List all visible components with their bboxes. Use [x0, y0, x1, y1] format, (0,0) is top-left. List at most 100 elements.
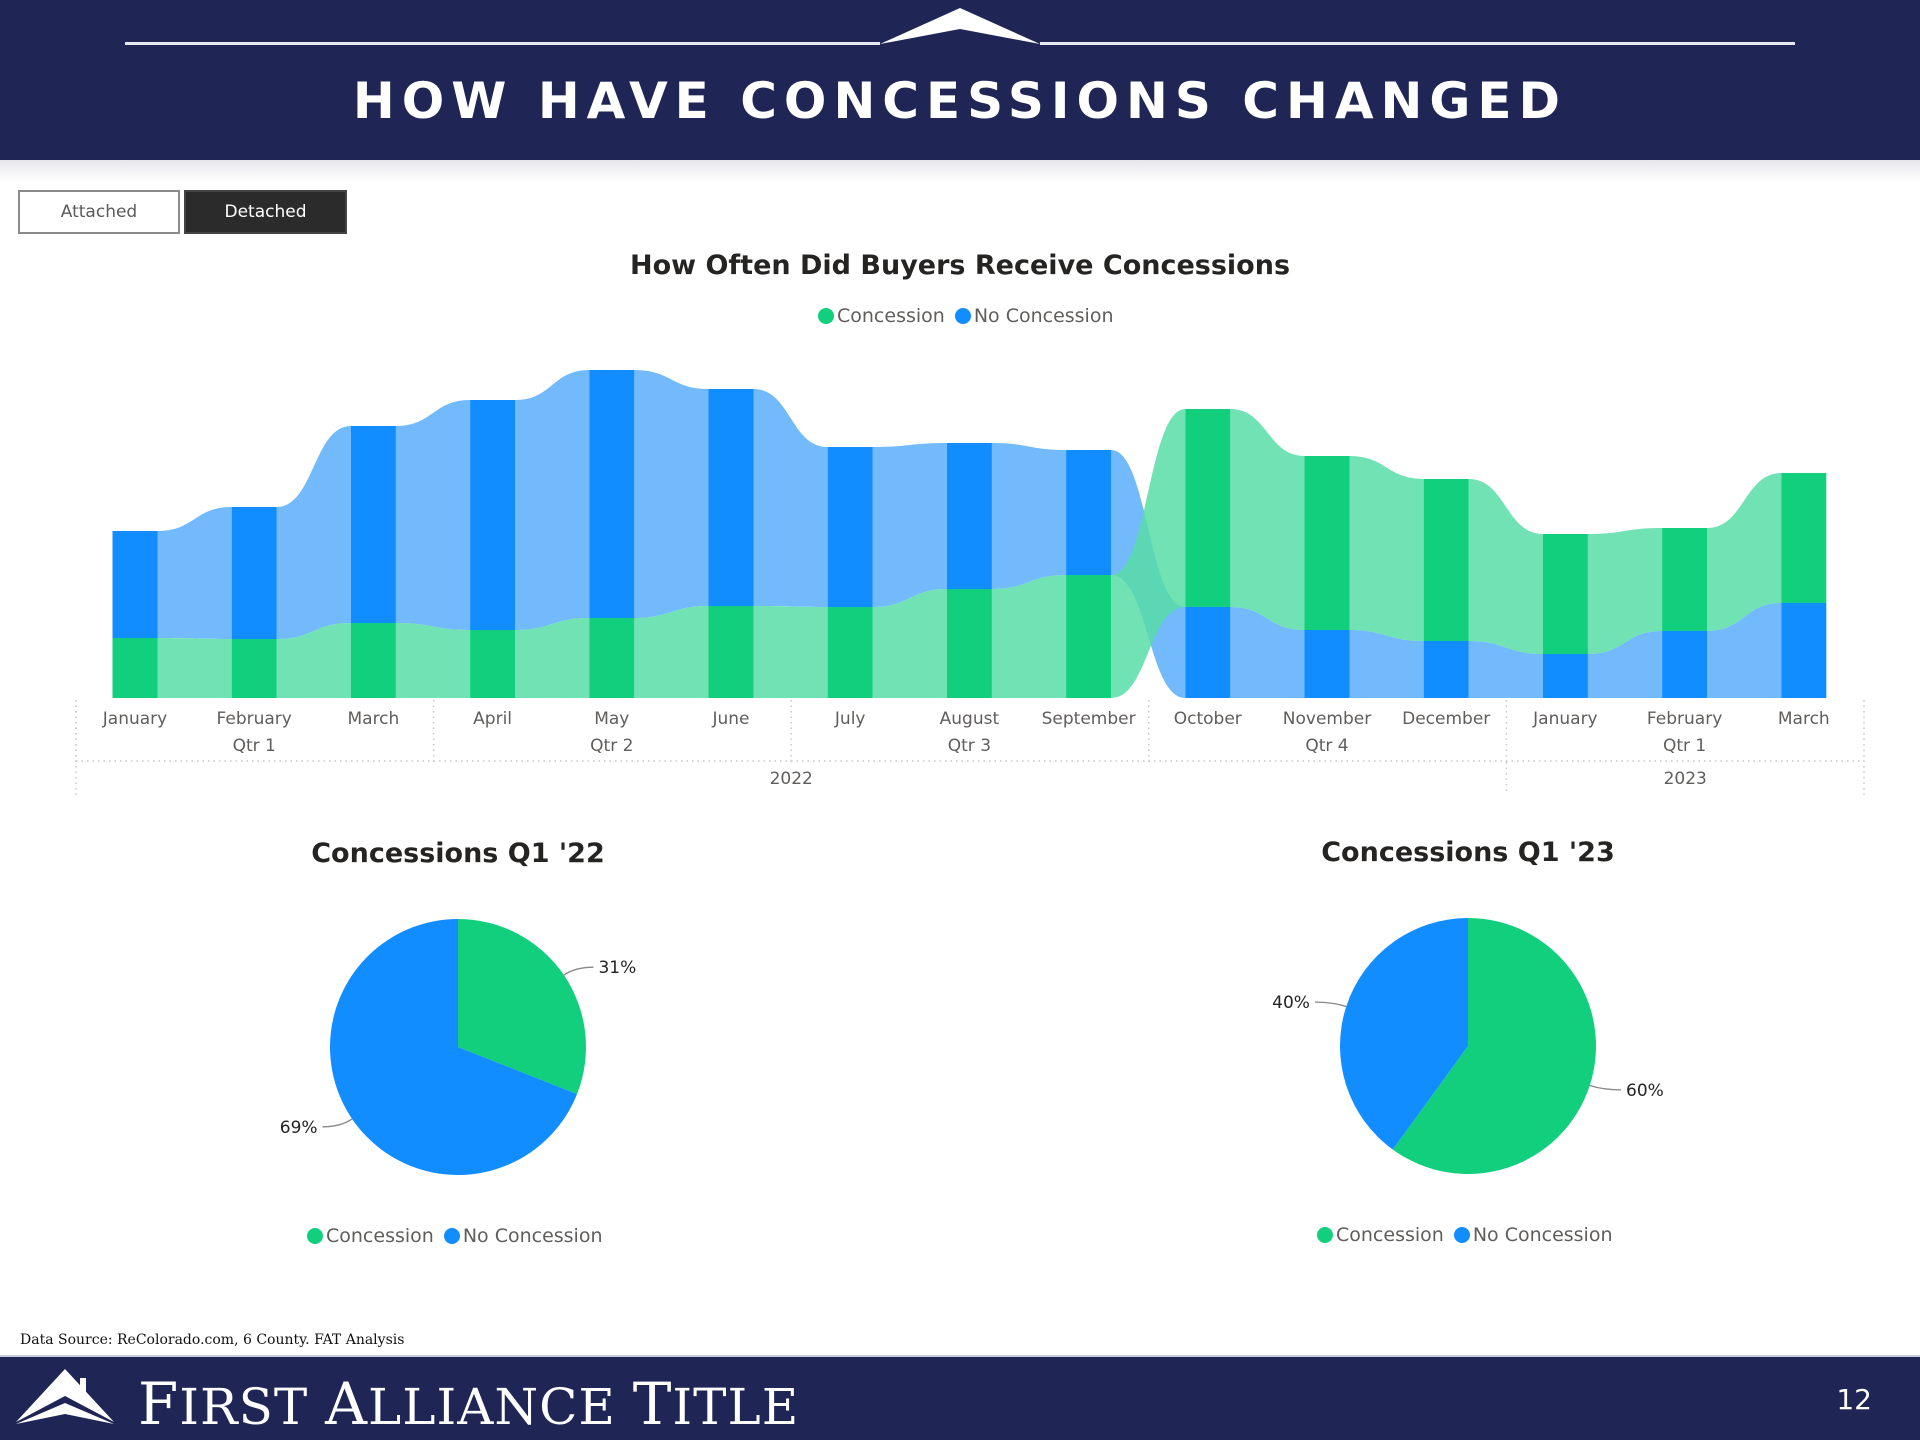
- detached-button[interactable]: Detached: [184, 190, 347, 234]
- x-tick-month: January: [102, 709, 167, 729]
- legend-item-concession[interactable]: Concession: [818, 305, 945, 327]
- ribbon-concession: [276, 623, 351, 698]
- bar-no-concession[interactable]: [827, 447, 873, 607]
- x-tick-quarter: Qtr 3: [948, 736, 991, 756]
- header-rule-left: [125, 42, 880, 45]
- legend-item-no-concession[interactable]: No Concession: [954, 305, 1114, 327]
- pie-chart-q1-23: 60% 40%: [1272, 918, 1664, 1174]
- pie-chart-q1-22: 31% 69%: [280, 919, 636, 1175]
- pie-leader-line: [563, 966, 594, 976]
- x-tick-year: 2023: [1664, 769, 1707, 789]
- bar-concession[interactable]: [231, 639, 277, 698]
- bar-concession[interactable]: [1304, 456, 1350, 630]
- ribbon-no-concession: [991, 443, 1067, 589]
- ribbon-concession: [872, 589, 947, 698]
- ribbon-concession: [515, 618, 590, 698]
- ribbon-no-concession: [1468, 641, 1543, 698]
- pie-slice-no-concession[interactable]: [329, 919, 578, 1175]
- pie-leader-line: [1314, 1001, 1347, 1008]
- bar-no-concession[interactable]: [1781, 603, 1827, 698]
- pie-q1-22-title: Concessions Q1 '22: [311, 838, 605, 869]
- bar-concession[interactable]: [946, 589, 992, 698]
- bar-no-concession[interactable]: [112, 531, 158, 638]
- x-tick-month: September: [1042, 709, 1136, 729]
- ribbon-no-concession: [1587, 631, 1663, 698]
- x-tick-month: October: [1174, 709, 1242, 729]
- legend-item-concession[interactable]: Concession: [1317, 1224, 1444, 1246]
- company-name: FIRST ALLIANCE TITLE: [138, 1370, 799, 1438]
- ribbon-no-concession: [872, 443, 947, 607]
- legend-dot-concession-icon: [1317, 1227, 1333, 1243]
- page-title: HOW HAVE CONCESSIONS CHANGED: [352, 72, 1568, 130]
- bar-concession[interactable]: [1781, 473, 1827, 603]
- bar-concession[interactable]: [1185, 409, 1231, 607]
- bar-no-concession[interactable]: [1542, 654, 1588, 698]
- bar-concession[interactable]: [112, 638, 158, 698]
- bar-concession[interactable]: [350, 623, 396, 698]
- company-logo-icon: [16, 1369, 114, 1424]
- bar-no-concession[interactable]: [1066, 450, 1112, 575]
- legend-dot-concession-icon: [307, 1228, 323, 1244]
- x-tick-month: January: [1532, 709, 1597, 729]
- x-tick-month: November: [1283, 709, 1371, 729]
- pie-slice-concession[interactable]: [1392, 918, 1596, 1174]
- bar-no-concession[interactable]: [708, 389, 754, 606]
- pie-leader-line: [1589, 1084, 1622, 1091]
- legend-item-concession[interactable]: Concession: [307, 1225, 434, 1247]
- ribbon-concession: [634, 606, 709, 698]
- bar-concession[interactable]: [470, 630, 516, 698]
- bar-no-concession[interactable]: [470, 400, 516, 630]
- ribbon-no-concession: [1349, 630, 1424, 698]
- ribbon-concession: [1111, 409, 1186, 698]
- bar-no-concession[interactable]: [1185, 607, 1231, 698]
- ribbon-no-concession: [515, 370, 590, 630]
- pie-data-label: 60%: [1626, 1081, 1664, 1101]
- ribbon-concession: [1587, 528, 1663, 654]
- x-tick-month: May: [594, 709, 629, 729]
- attached-button[interactable]: Attached: [18, 190, 180, 234]
- header-shadow: [0, 160, 1920, 182]
- x-tick-month: December: [1402, 709, 1490, 729]
- bar-concession[interactable]: [1066, 575, 1112, 698]
- bar-concession[interactable]: [708, 606, 754, 698]
- legend-dot-concession-icon: [818, 308, 834, 324]
- brand-word: FIRST: [138, 1370, 309, 1438]
- x-tick-month: August: [940, 709, 1000, 729]
- x-tick-month: February: [217, 709, 292, 729]
- bar-no-concession[interactable]: [946, 443, 992, 589]
- bar-no-concession[interactable]: [589, 370, 635, 618]
- ribbon-no-concession: [1707, 603, 1782, 698]
- pie-data-label: 40%: [1272, 993, 1310, 1013]
- x-tick-month: April: [473, 709, 512, 729]
- legend-label: Concession: [326, 1225, 434, 1247]
- bar-concession[interactable]: [589, 618, 635, 698]
- legend-label: No Concession: [1472, 1224, 1613, 1246]
- legend-item-no-concession[interactable]: No Concession: [1453, 1224, 1613, 1246]
- bar-no-concession[interactable]: [1423, 641, 1469, 698]
- pie-slice-no-concession[interactable]: [1340, 918, 1468, 1150]
- ribbon-no-concession: [157, 507, 232, 639]
- data-source-note: Data Source: ReColorado.com, 6 County. F…: [20, 1332, 405, 1348]
- bar-concession[interactable]: [1542, 534, 1588, 654]
- bar-no-concession[interactable]: [350, 426, 396, 623]
- x-tick-quarter: Qtr 1: [233, 736, 276, 756]
- slide-footer: [0, 1355, 1920, 1440]
- brand-word: ALLIANCE: [325, 1370, 616, 1438]
- bar-no-concession[interactable]: [1662, 631, 1708, 698]
- pie-data-label: 69%: [280, 1118, 318, 1138]
- x-tick-month: February: [1647, 709, 1722, 729]
- pie-q1-23-title: Concessions Q1 '23: [1321, 837, 1615, 868]
- ribbon-no-concession: [1230, 607, 1305, 698]
- bar-concession[interactable]: [827, 607, 873, 698]
- legend-dot-no-concession-icon: [1453, 1227, 1470, 1243]
- bar-concession[interactable]: [1662, 528, 1708, 631]
- page-number: 12: [1836, 1383, 1872, 1416]
- bar-no-concession[interactable]: [231, 507, 277, 639]
- bar-concession[interactable]: [1423, 479, 1469, 641]
- ribbon-legend: Concession No Concession: [818, 305, 1124, 327]
- legend-label: No Concession: [973, 305, 1114, 327]
- roof-chevron-icon: [880, 8, 1040, 44]
- legend-item-no-concession[interactable]: No Concession: [443, 1225, 603, 1247]
- pie-slice-concession[interactable]: [458, 919, 586, 1095]
- bar-no-concession[interactable]: [1304, 630, 1350, 698]
